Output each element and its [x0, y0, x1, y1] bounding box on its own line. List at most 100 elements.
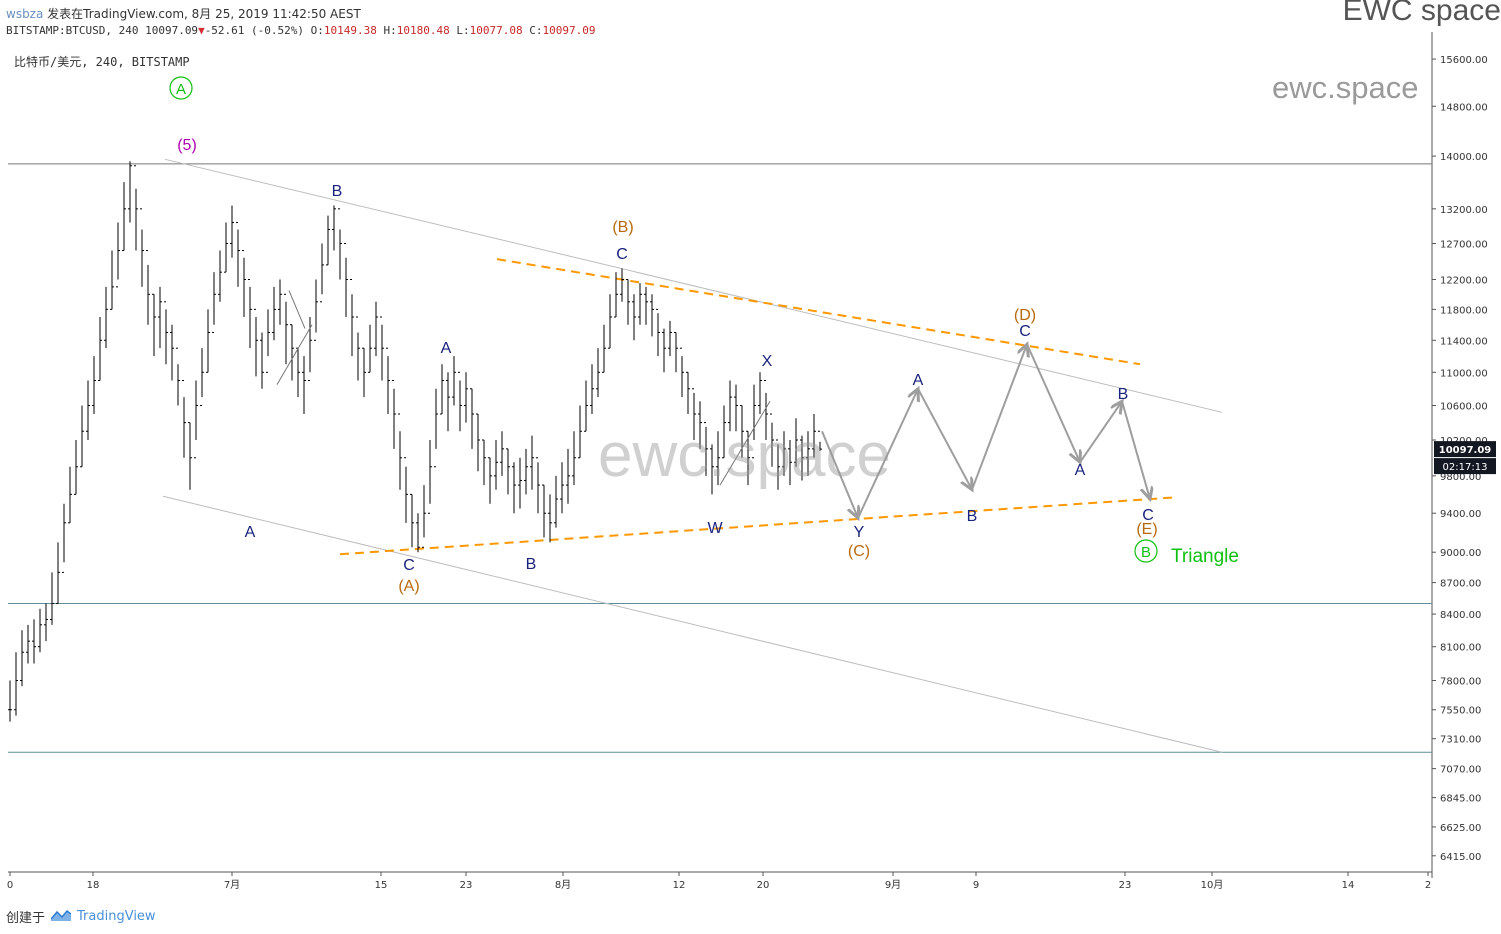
time-tick-label: 23: [460, 880, 473, 891]
footer: 创建于 TradingView: [6, 907, 156, 926]
wave-label: B: [967, 508, 978, 525]
watermark-small: ewc.space: [1272, 70, 1419, 105]
close-value: 10097.09: [542, 24, 596, 37]
time-tick-label: 9: [973, 880, 979, 891]
time-tick-label: 12: [673, 880, 686, 891]
ticker-label: BITSTAMP:BTCUSD, 240: [6, 24, 139, 37]
wave-label: B: [332, 183, 343, 200]
price-tick-label: 13200.00: [1440, 205, 1488, 216]
wave-label: (5): [177, 137, 197, 154]
high-label: H:: [383, 24, 397, 37]
price-tick-label: 8400.00: [1440, 610, 1481, 621]
price-tick-label: 7550.00: [1440, 706, 1481, 717]
time-tick-label: 2: [1425, 880, 1431, 891]
price-tick-label: 12700.00: [1440, 239, 1488, 250]
wave-label: C: [1019, 323, 1031, 340]
close-label: C:: [529, 24, 543, 37]
trendline: [719, 401, 771, 486]
tradingview-logo-icon[interactable]: [50, 909, 72, 925]
trendline: [276, 324, 313, 385]
last-price: 10097.09: [145, 24, 199, 37]
open-value: 10149.38: [323, 24, 377, 37]
price-tick-label: 8100.00: [1440, 643, 1481, 654]
wave-label: (E): [1136, 521, 1157, 538]
wave-label: A: [1075, 462, 1086, 479]
watermark-big: ewc.space: [598, 421, 891, 490]
trendline: [288, 290, 306, 329]
projection-arrow: [1079, 401, 1122, 463]
open-label: O:: [310, 24, 324, 37]
time-tick-label: 15: [375, 880, 388, 891]
wave-label-circle: [169, 76, 193, 100]
wave-label: B: [526, 556, 537, 573]
down-arrow-icon: ▼: [198, 24, 205, 37]
wave-label: (C): [848, 543, 870, 560]
channel-upper-line: [164, 158, 1223, 413]
time-tick-label: 9月: [885, 879, 901, 891]
projection-arrow: [821, 430, 858, 518]
countdown-tag: [1434, 458, 1496, 475]
high-value: 10180.48: [396, 24, 450, 37]
low-label: L:: [456, 24, 470, 37]
wave-label: C: [616, 246, 628, 263]
price-tick-label: 7800.00: [1440, 677, 1481, 688]
wave-label: C: [403, 557, 415, 574]
wave-label: C: [1142, 507, 1154, 524]
low-value: 10077.08: [469, 24, 523, 37]
time-tick-label: 10月: [1201, 879, 1224, 891]
triangle-upper-line: [496, 258, 1141, 366]
countdown-label: 02:17:13: [1443, 462, 1488, 473]
time-tick-label: 18: [87, 880, 100, 891]
symbol-title: 比特币/美元, 240, BITSTAMP: [14, 55, 190, 69]
price-tick-label: 9000.00: [1440, 548, 1481, 559]
wave-label: Y: [854, 524, 865, 541]
brand-title: EWC space: [1342, 0, 1501, 27]
time-tick-label: 8月: [555, 879, 571, 891]
price-tick-label: 15600.00: [1440, 55, 1488, 66]
price-tick-label: 11000.00: [1440, 368, 1488, 379]
wave-label-triangle: Triangle: [1171, 546, 1239, 567]
wave-label: (B): [612, 219, 633, 236]
price-tick-label: 9800.00: [1440, 472, 1481, 483]
projection-arrow: [971, 344, 1027, 491]
time-tick-label: 7月: [224, 879, 240, 891]
triangle-lower-line: [339, 496, 1179, 556]
wave-label: B: [1118, 386, 1129, 403]
created-by-label: 创建于: [6, 911, 46, 926]
price-tick-label: 8700.00: [1440, 579, 1481, 590]
projection-arrow: [917, 388, 972, 490]
wave-label: A: [913, 372, 924, 389]
price-tick-label: 6415.00: [1440, 852, 1481, 863]
time-tick-label: 23: [1119, 880, 1132, 891]
current-price-tag: [1434, 441, 1496, 458]
price-tick-label: 11400.00: [1440, 336, 1488, 347]
wave-label: A: [245, 524, 256, 541]
price-tick-label: 7070.00: [1440, 765, 1481, 776]
wave-label: (A): [398, 578, 419, 595]
wave-label: (D): [1014, 307, 1036, 324]
author-name[interactable]: wsbza: [6, 7, 44, 21]
change-value: -52.61 (-0.52%): [204, 24, 305, 37]
time-tick-label: 14: [1342, 880, 1355, 891]
price-tick-label: 14000.00: [1440, 152, 1488, 163]
wave-label: X: [762, 353, 773, 370]
price-tick-label: 12200.00: [1440, 275, 1488, 286]
price-tick-label: 10600.00: [1440, 402, 1488, 413]
wave-label: A: [441, 340, 452, 357]
projection-arrow: [857, 389, 918, 519]
tradingview-logo-text[interactable]: TradingView: [77, 909, 156, 924]
wave-label-circle: [1134, 539, 1158, 563]
price-tick-label: 7310.00: [1440, 735, 1481, 746]
projection-arrow: [1121, 401, 1150, 499]
time-tick-label: 20: [757, 880, 770, 891]
current-price-label: 10097.09: [1439, 445, 1492, 456]
time-tick-label: 0: [7, 880, 13, 891]
wave-label: W: [707, 520, 723, 537]
projection-arrow: [1026, 343, 1080, 462]
channel-lower-line: [162, 495, 1223, 753]
price-tick-label: 11800.00: [1440, 305, 1488, 316]
published-info: 发表在TradingView.com, 8月 25, 2019 11:42:50…: [47, 7, 361, 21]
wave-label: A: [176, 81, 186, 98]
price-tick-label: 14800.00: [1440, 102, 1488, 113]
